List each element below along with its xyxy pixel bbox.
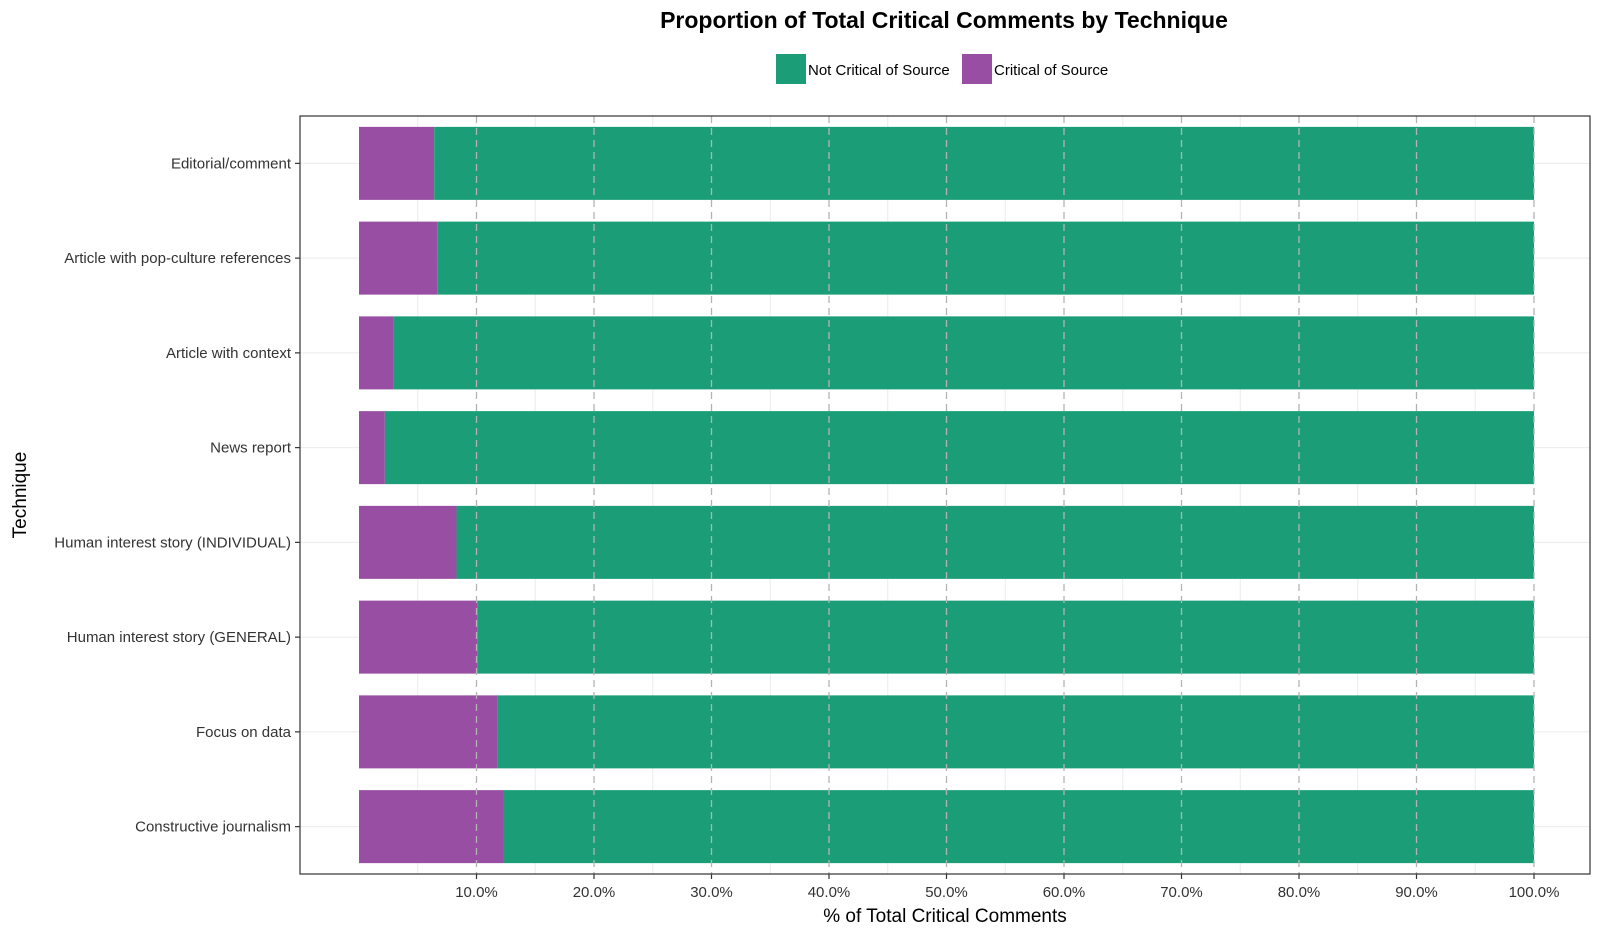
x-tick-label: 30.0% — [690, 884, 733, 901]
y-tick-label: Human interest story (INDIVIDUAL) — [54, 534, 291, 551]
bar-critical-of-source — [359, 221, 438, 295]
y-tick-label: Constructive journalism — [135, 819, 291, 836]
legend-swatch-not-critical — [776, 54, 806, 84]
bar-not-critical-of-source — [384, 411, 1535, 485]
x-tick-label: 40.0% — [808, 884, 851, 901]
y-tick-label: Article with context — [166, 345, 292, 362]
bar-not-critical-of-source — [437, 221, 1535, 295]
bar-not-critical-of-source — [503, 790, 1534, 864]
legend: Not Critical of Source Critical of Sourc… — [776, 54, 1108, 84]
y-axis-title: Technique — [10, 452, 31, 539]
y-tick-label: Article with pop-culture references — [64, 250, 291, 267]
x-axis: 10.0% 20.0% 30.0% 40.0% 50.0% 60.0% 70.0% 80.0%… — [455, 874, 1559, 901]
bars — [359, 126, 1535, 864]
bar-not-critical-of-source — [434, 126, 1535, 200]
bar-critical-of-source — [359, 600, 478, 674]
bar-critical-of-source — [359, 695, 498, 769]
y-tick-label: Focus on data — [196, 724, 292, 741]
chart-title: Proportion of Total Critical Comments by… — [660, 7, 1228, 33]
plot-border — [299, 115, 1591, 875]
bar-critical-of-source — [359, 411, 385, 485]
legend-label-critical: Critical of Source — [994, 62, 1108, 79]
legend-label-not-critical: Not Critical of Source — [808, 62, 950, 79]
x-tick-label: 60.0% — [1043, 884, 1086, 901]
y-tick-label: Human interest story (GENERAL) — [67, 629, 291, 646]
x-tick-label: 50.0% — [925, 884, 968, 901]
bar-critical-of-source — [359, 126, 435, 200]
gridlines-major — [475, 116, 1535, 874]
y-tick-label: News report — [210, 440, 292, 457]
x-tick-label: 80.0% — [1278, 884, 1321, 901]
bar-not-critical-of-source — [456, 505, 1534, 579]
legend-swatch-critical — [962, 54, 992, 84]
x-tick-label: 90.0% — [1395, 884, 1438, 901]
x-tick-label: 20.0% — [573, 884, 616, 901]
bar-not-critical-of-source — [497, 695, 1534, 769]
bar-critical-of-source — [359, 790, 504, 864]
x-tick-label: 10.0% — [455, 884, 498, 901]
x-axis-title: % of Total Critical Comments — [823, 906, 1067, 927]
x-tick-label: 70.0% — [1160, 884, 1203, 901]
bar-critical-of-source — [359, 505, 457, 579]
y-tick-label: Editorial/comment — [171, 155, 292, 172]
bar-critical-of-source — [359, 316, 394, 390]
y-axis: Editorial/comment Article with pop-cultur… — [54, 155, 300, 836]
bar-not-critical-of-source — [477, 600, 1534, 674]
x-tick-label: 100.0% — [1509, 884, 1560, 901]
bar-not-critical-of-source — [393, 316, 1535, 390]
